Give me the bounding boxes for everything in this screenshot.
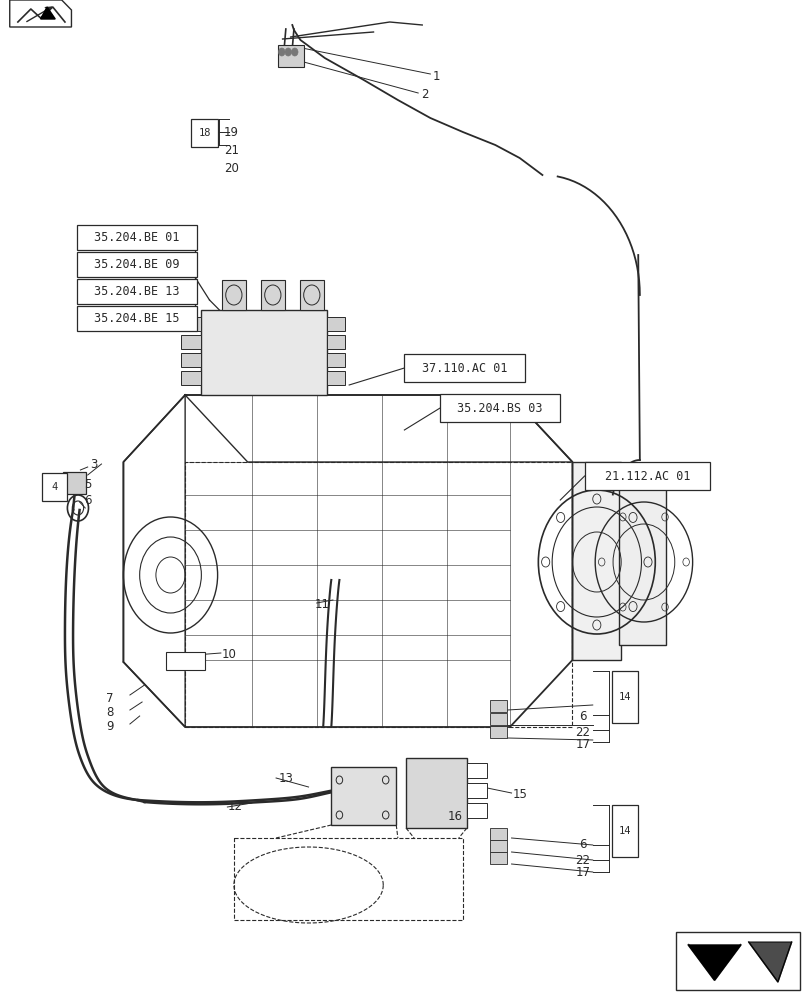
Bar: [489, 700, 507, 712]
Bar: [489, 713, 507, 725]
Bar: [277, 45, 303, 67]
Bar: [201, 310, 327, 395]
Bar: [611, 805, 637, 857]
Bar: [260, 280, 285, 310]
Text: 6: 6: [578, 838, 586, 852]
Bar: [489, 726, 507, 738]
Bar: [327, 353, 345, 367]
Text: 7: 7: [105, 692, 114, 704]
Bar: [77, 306, 197, 331]
Bar: [181, 335, 201, 349]
Text: 35.204.BE 09: 35.204.BE 09: [94, 258, 180, 271]
Bar: [440, 394, 560, 422]
Bar: [406, 758, 466, 828]
Bar: [77, 252, 197, 277]
Text: 35.204.BS 03: 35.204.BS 03: [457, 401, 543, 414]
Bar: [181, 317, 201, 331]
Polygon shape: [41, 7, 55, 19]
Bar: [584, 462, 710, 490]
Text: 14: 14: [618, 826, 631, 836]
Bar: [675, 932, 799, 990]
Text: 12: 12: [228, 800, 242, 814]
Bar: [466, 763, 487, 778]
Text: 35.204.BE 13: 35.204.BE 13: [94, 285, 180, 298]
Bar: [489, 852, 507, 864]
Bar: [618, 480, 665, 645]
Text: 5: 5: [84, 479, 92, 491]
Circle shape: [278, 48, 285, 56]
Polygon shape: [748, 942, 791, 982]
Text: 9: 9: [105, 720, 114, 732]
Text: 15: 15: [512, 788, 526, 800]
Bar: [63, 472, 86, 494]
Bar: [327, 335, 345, 349]
Bar: [42, 473, 67, 501]
Text: 20: 20: [224, 161, 238, 174]
Text: 22: 22: [575, 726, 590, 738]
Bar: [77, 225, 197, 250]
Text: 4: 4: [51, 482, 58, 492]
Text: 35.204.BE 01: 35.204.BE 01: [94, 231, 180, 244]
Text: 18: 18: [198, 128, 211, 138]
Bar: [299, 280, 324, 310]
Bar: [572, 462, 620, 660]
Text: 6: 6: [578, 710, 586, 724]
Text: 17: 17: [575, 738, 590, 752]
Text: 21.112.AC 01: 21.112.AC 01: [604, 470, 689, 483]
Text: 6: 6: [84, 493, 92, 506]
Text: 10: 10: [221, 648, 236, 662]
Bar: [466, 803, 487, 818]
Bar: [166, 652, 205, 670]
Text: 22: 22: [575, 854, 590, 866]
Bar: [77, 279, 197, 304]
Text: 2: 2: [420, 89, 428, 102]
Bar: [466, 783, 487, 798]
Text: 3: 3: [89, 458, 97, 471]
Bar: [181, 353, 201, 367]
Polygon shape: [10, 0, 71, 27]
Bar: [181, 371, 201, 385]
Text: 19: 19: [224, 125, 238, 138]
Bar: [327, 371, 345, 385]
Bar: [489, 828, 507, 840]
Text: 14: 14: [618, 692, 631, 702]
Text: 21: 21: [224, 143, 238, 156]
Text: 35.204.BE 15: 35.204.BE 15: [94, 312, 180, 325]
Circle shape: [291, 48, 298, 56]
Text: 8: 8: [105, 706, 114, 718]
Text: 17: 17: [575, 866, 590, 880]
Polygon shape: [688, 945, 740, 980]
Bar: [327, 317, 345, 331]
Circle shape: [285, 48, 291, 56]
Bar: [221, 280, 246, 310]
Bar: [489, 840, 507, 852]
Text: 13: 13: [278, 772, 293, 784]
Text: 11: 11: [315, 598, 329, 611]
Text: 16: 16: [447, 810, 461, 824]
Bar: [404, 354, 524, 382]
Bar: [331, 767, 396, 825]
Bar: [611, 671, 637, 723]
Text: 37.110.AC 01: 37.110.AC 01: [421, 361, 507, 374]
Bar: [191, 119, 218, 147]
Text: 1: 1: [432, 70, 440, 83]
